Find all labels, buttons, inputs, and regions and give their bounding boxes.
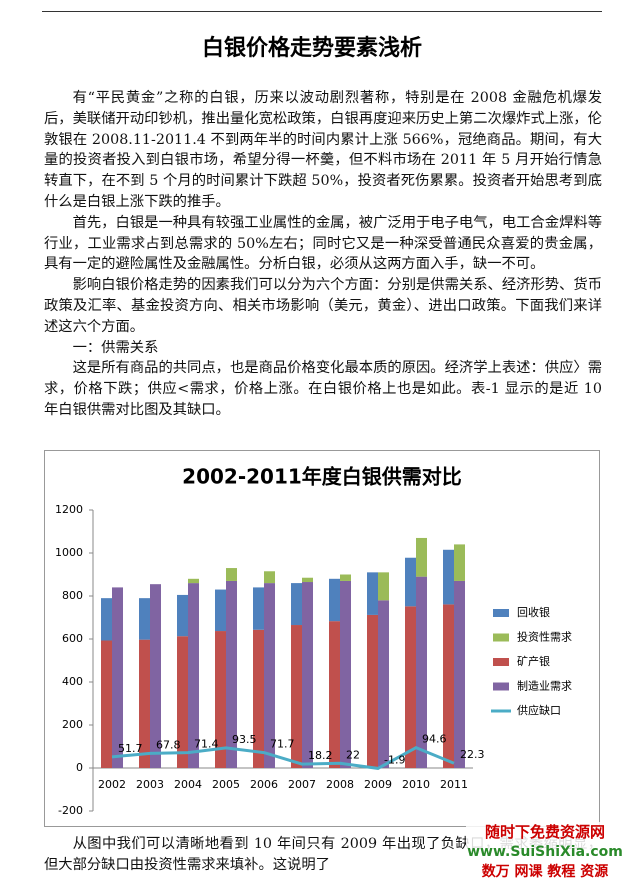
y-tick-label: 800: [62, 589, 83, 602]
data-label: 71.4: [194, 738, 219, 751]
x-tick-label: 2005: [212, 778, 240, 791]
bar-segment: [188, 578, 199, 584]
paragraph: 有“平民黄金”之称的白银，历来以波动剧烈著称，特别是在 2008 金融危机爆发后…: [44, 90, 602, 210]
bar-segment: [454, 580, 465, 768]
data-label: -1.9: [384, 753, 405, 766]
bar-segment: [215, 589, 226, 632]
data-label: 22: [346, 748, 360, 761]
bar-segment: [340, 580, 351, 768]
doc-title: 白银价格走势要素浅析: [201, 35, 422, 61]
y-tick-label: 0: [76, 761, 83, 774]
data-label: 67.8: [156, 738, 181, 751]
bar-segment: [264, 571, 275, 584]
bar-segment: [302, 577, 313, 583]
bar-segment: [340, 574, 351, 581]
bar-segment: [188, 583, 199, 768]
legend-swatch: [493, 658, 509, 666]
y-tick-label: 400: [62, 675, 83, 688]
bar-segment: [329, 578, 340, 622]
legend-label: 回收银: [517, 605, 550, 619]
paragraph: 这是所有商品的共同点，也是商品价格变化最本质的原因。经济学上表述：供应〉需求，价…: [44, 360, 602, 418]
bar-segment: [139, 639, 150, 768]
section-heading: 一：供需关系: [72, 339, 159, 356]
bar-segment: [443, 549, 454, 605]
legend-label: 供应缺口: [517, 703, 561, 717]
bar-segment: [253, 587, 264, 630]
bar-segment: [378, 600, 389, 768]
legend-label: 制造业需求: [517, 679, 572, 693]
bar-segment: [139, 598, 150, 640]
y-tick-label: -200: [58, 804, 83, 817]
bar-segment: [405, 606, 416, 768]
bar-segment: [226, 580, 237, 768]
paragraph: 影响白银价格走势的因素我们可以分为六个方面：分别是供需关系、经济形势、货币政策及…: [44, 277, 602, 335]
y-tick-label: 200: [62, 718, 83, 731]
chart: 2002-2011年度白银供需对比 -200 0 200 400 600 800 1000 1…: [44, 450, 600, 827]
y-tick-label: 1200: [55, 503, 83, 516]
y-tick-label: 1000: [55, 546, 83, 559]
bar-segment: [405, 557, 416, 607]
bar-segment: [291, 583, 302, 626]
bar-segment: [112, 587, 123, 768]
bar-segment: [416, 537, 427, 577]
x-tick-label: 2003: [136, 778, 164, 791]
x-tick-label: 2011: [440, 778, 468, 791]
bar-segment: [150, 584, 161, 768]
legend-swatch: [493, 609, 509, 617]
bar-segment: [291, 625, 302, 768]
y-tick-label: 600: [62, 632, 83, 645]
bar-segment: [367, 614, 378, 768]
legend-swatch: [493, 682, 509, 691]
bar-segment: [416, 576, 427, 768]
legend-swatch: [493, 633, 509, 642]
legend-label: 投资性需求: [517, 630, 572, 644]
x-tick-label: 2009: [364, 778, 392, 791]
data-label: 94.6: [422, 733, 447, 746]
bar-segment: [226, 568, 237, 581]
data-label: 22.3: [460, 748, 485, 761]
x-tick-label: 2008: [326, 778, 354, 791]
watermark-site: 随时下免费资源网: [484, 823, 605, 841]
x-tick-label: 2002: [98, 778, 126, 791]
x-tick-label: 2010: [402, 778, 430, 791]
data-label: 71.7: [270, 738, 295, 751]
x-tick-label: 2006: [250, 778, 278, 791]
bar-segment: [253, 629, 264, 768]
bar-segment: [101, 598, 112, 641]
body-text: 有“平民黄金”之称的白银，历来以波动剧烈著称，特别是在 2008 金融危机爆发后…: [44, 88, 602, 421]
bar-segment: [302, 582, 313, 768]
watermark: 随时下免费资源网 www.SuiShiXia.com 数万 网课 教程 资源: [466, 822, 624, 885]
bar-segment: [329, 621, 340, 768]
bar-segment: [101, 640, 112, 768]
bar-segment: [443, 604, 454, 768]
bar-segment: [177, 636, 188, 768]
watermark-slogan: 数万 网课 教程 资源: [481, 864, 609, 880]
line: [111, 746, 455, 770]
bar-segment: [264, 583, 275, 768]
bar-segment: [454, 544, 465, 581]
legend-label: 矿产银: [517, 654, 550, 668]
x-tick-label: 2007: [288, 778, 316, 791]
bar-segment: [177, 594, 188, 637]
x-tick-label: 2004: [174, 778, 202, 791]
watermark-url: www.SuiShiXia.com: [467, 844, 623, 860]
data-label: 93.5: [232, 733, 257, 746]
bar-segment: [367, 572, 378, 615]
bar-segment: [378, 572, 389, 601]
data-label: 51.7: [118, 742, 143, 755]
data-label: 18.2: [308, 749, 333, 762]
bar-segment: [215, 631, 226, 768]
paragraph: 首先，白银是一种具有较强工业属性的金属，被广泛用于电子电气，电工合金焊料等行业，…: [44, 214, 602, 273]
header-rule: [42, 11, 602, 12]
chart-title: 2002-2011年度白银供需对比: [182, 465, 462, 489]
